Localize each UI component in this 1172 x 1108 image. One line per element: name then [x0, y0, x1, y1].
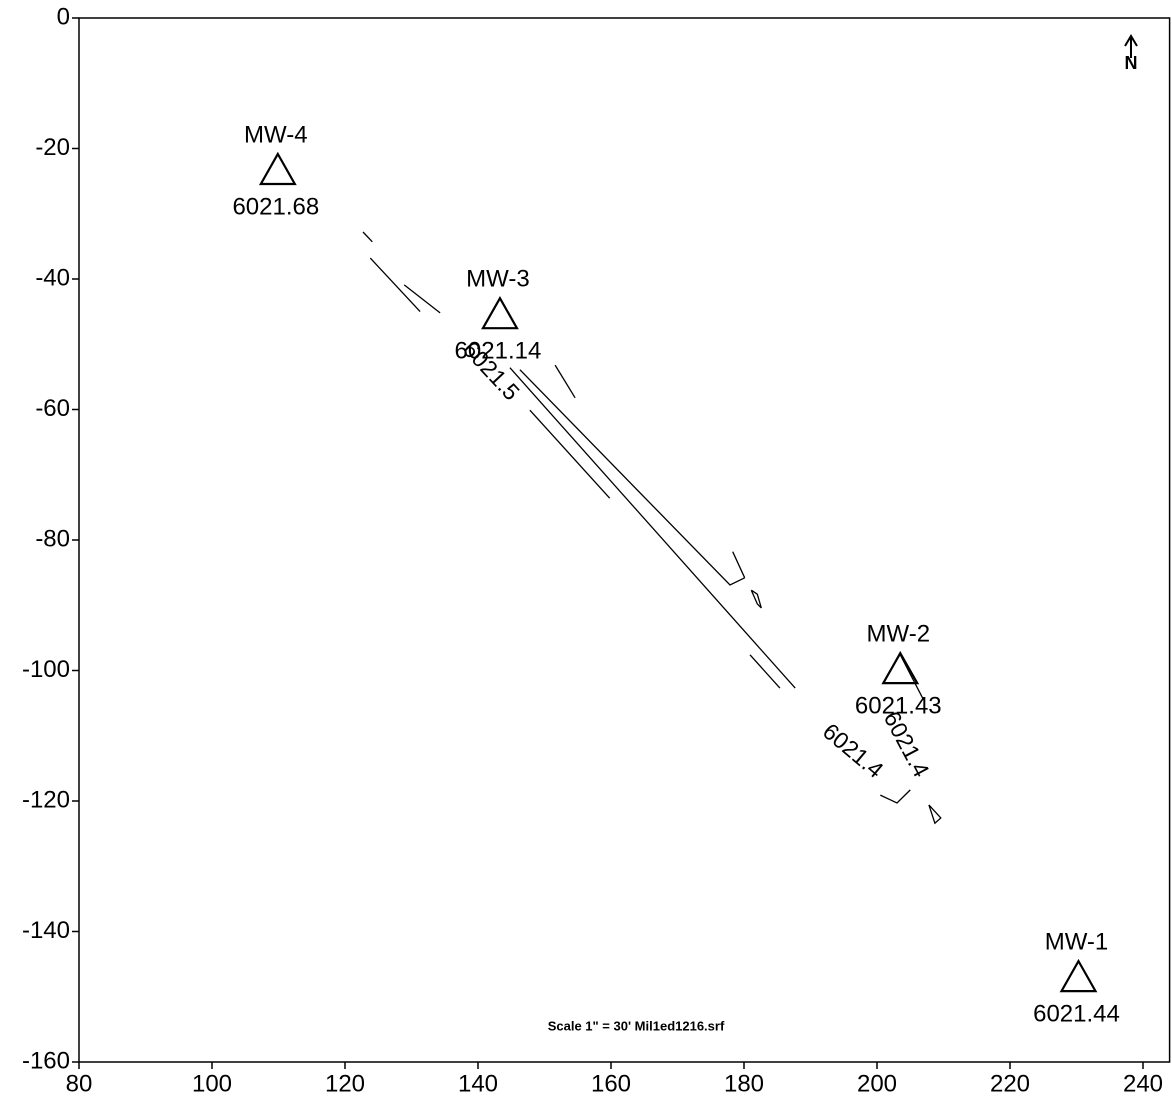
- well-level: 6021.44: [1033, 1000, 1120, 1027]
- y-tick-label: 0: [57, 3, 70, 30]
- north-label: N: [1125, 53, 1138, 73]
- well-name: MW-2: [866, 620, 930, 647]
- contour-fragment: [732, 551, 746, 579]
- contour-fragment: [369, 257, 421, 313]
- well-level: 6021.43: [855, 692, 942, 719]
- y-tick-label: -120: [22, 786, 70, 813]
- contour-line: [899, 654, 925, 701]
- y-tick-label: -140: [22, 917, 70, 944]
- y-tick-label: -60: [35, 395, 70, 422]
- well-name: MW-4: [244, 121, 308, 148]
- y-tick-label: -20: [35, 134, 70, 161]
- x-tick-label: 140: [458, 1070, 498, 1097]
- well-marker: [258, 151, 297, 186]
- contour-fragment: [750, 589, 762, 609]
- scale-note: Scale 1" = 30' Mil1ed1216.srf: [548, 1018, 725, 1033]
- x-tick-label: 120: [325, 1070, 365, 1097]
- x-tick-label: 220: [990, 1070, 1030, 1097]
- north-arrow: N: [1124, 34, 1138, 73]
- x-tick-label: 160: [591, 1070, 631, 1097]
- contour-line: [519, 369, 745, 586]
- north-arrow-head: [1124, 34, 1138, 47]
- y-tick-label: -80: [35, 525, 70, 552]
- well-marker: [1059, 958, 1098, 993]
- contour-label: 6021.4: [818, 718, 889, 783]
- contour-fragment: [403, 284, 441, 314]
- contour-fragment: [749, 654, 781, 689]
- contour-fragment: [509, 367, 796, 689]
- contour-fragment: [554, 364, 576, 399]
- x-tick-label: 200: [857, 1070, 897, 1097]
- well-name: MW-1: [1045, 928, 1109, 955]
- contour-fragment: [529, 409, 611, 499]
- x-tick-label: 100: [192, 1070, 232, 1097]
- contour-line: [880, 789, 911, 804]
- x-tick-label: 240: [1123, 1070, 1163, 1097]
- well-marker: [481, 295, 519, 330]
- well-marker: [881, 650, 920, 685]
- plot-frame: [78, 17, 1171, 1063]
- y-tick-label: -100: [22, 656, 70, 683]
- contour-fragment: [362, 231, 373, 243]
- y-tick-label: -160: [22, 1047, 70, 1074]
- well-level: 6021.68: [232, 193, 319, 220]
- x-tick-label: 80: [66, 1070, 93, 1097]
- y-tick-label: -40: [35, 264, 70, 291]
- well-level: 6021.14: [455, 338, 542, 365]
- contour-fragment: [928, 804, 942, 825]
- well-name: MW-3: [466, 266, 530, 293]
- x-tick-label: 180: [724, 1070, 764, 1097]
